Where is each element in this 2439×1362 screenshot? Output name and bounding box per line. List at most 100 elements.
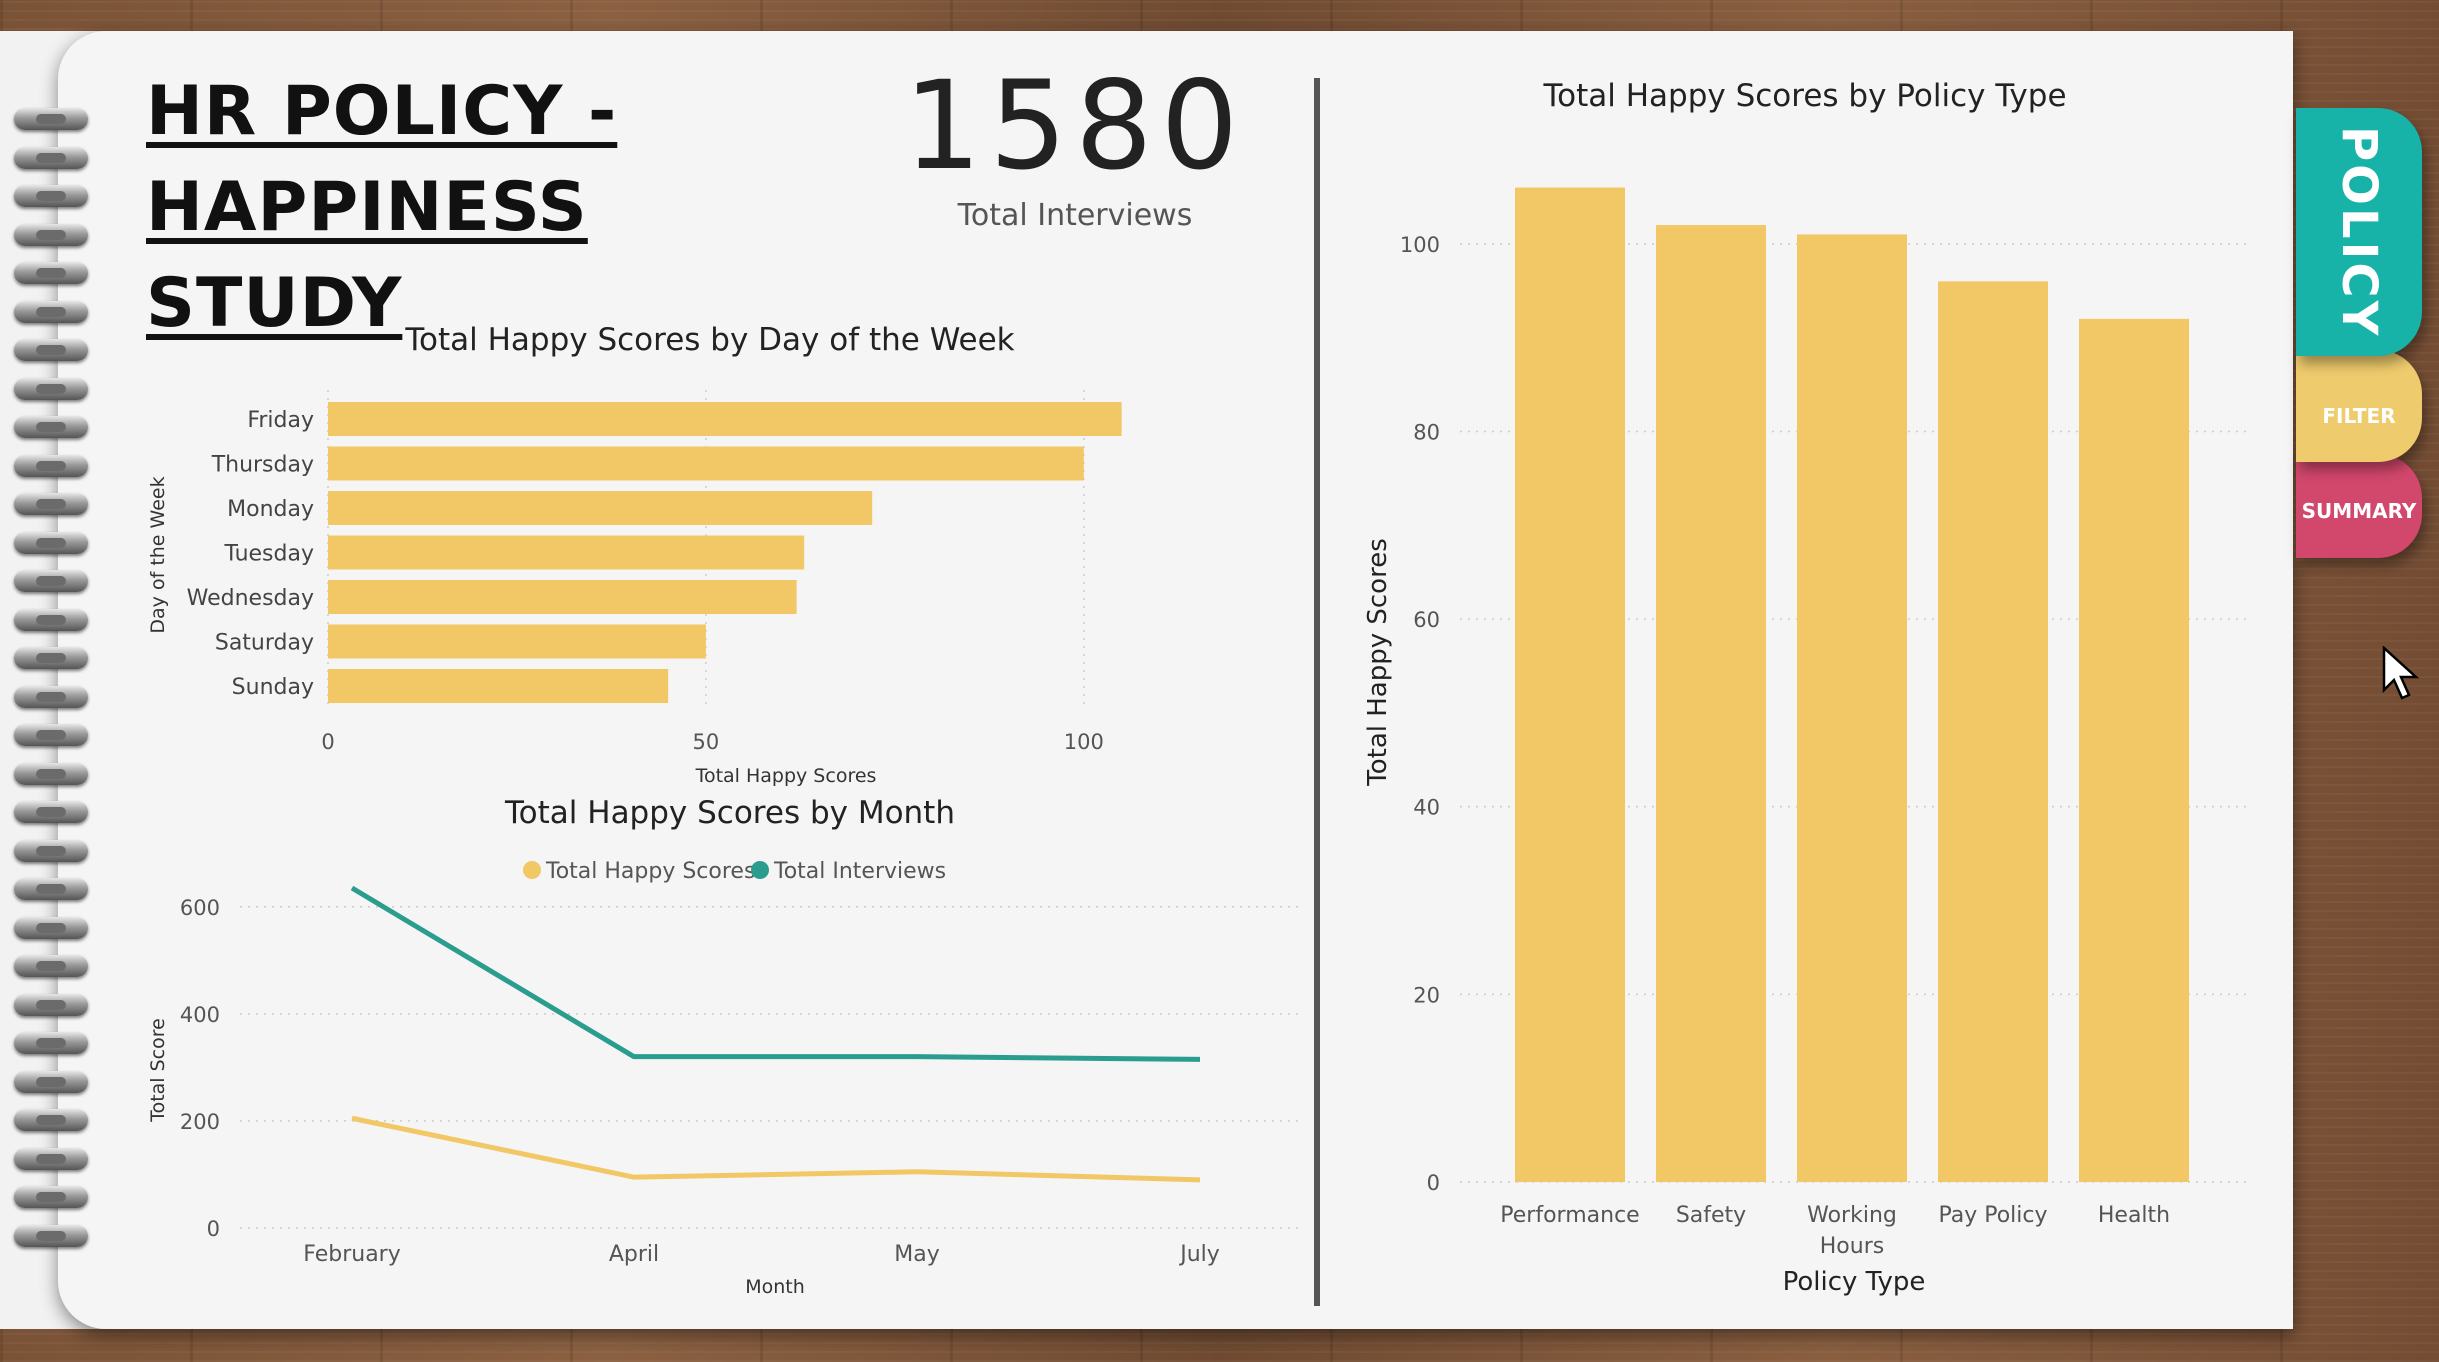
month-legend-label-interviews: Total Interviews <box>773 859 946 884</box>
day-chart-y-tick: Monday <box>227 497 314 522</box>
section-divider <box>1314 78 1320 1306</box>
spiral-ring <box>14 223 88 246</box>
spiral-ring <box>14 801 88 823</box>
tab-policy[interactable]: POLICY <box>2296 108 2422 356</box>
spiral-ring <box>14 608 88 631</box>
page-title-line-1: HR POLICY - <box>146 72 618 151</box>
spiral-ring <box>14 339 88 361</box>
month-chart-x-axis-title: Month <box>745 1276 805 1298</box>
spiral-ring <box>14 531 88 554</box>
tab-filter-label: FILTER <box>2322 404 2396 428</box>
spiral-ring <box>14 685 88 708</box>
spiral-ring <box>14 1147 88 1170</box>
month-chart-y-tick: 0 <box>207 1217 220 1241</box>
spiral-ring <box>14 454 88 477</box>
policy-chart-y-tick: 0 <box>1427 1171 1440 1195</box>
mouse-cursor-icon <box>2382 646 2420 700</box>
month-chart-x-tick: May <box>894 1242 939 1267</box>
page-title: HR POLICY - HAPPINESS STUDY <box>146 64 846 352</box>
kpi-total-interviews-value: 1580 <box>903 55 1247 197</box>
spiral-ring <box>14 1186 88 1208</box>
spiral-ring <box>14 1070 88 1093</box>
month-chart-y-tick: 200 <box>180 1110 220 1134</box>
month-chart-y-axis-title: Total Score <box>147 1018 169 1123</box>
day-chart-y-tick: Tuesday <box>223 542 314 567</box>
kpi-total-interviews-label: Total Interviews <box>957 198 1193 233</box>
month-chart-y-tick: 400 <box>180 1003 220 1027</box>
policy-chart-bar <box>2079 318 2189 1182</box>
spiral-ring <box>14 993 88 1016</box>
day-chart-bar <box>328 535 805 570</box>
day-chart-bar <box>328 624 706 659</box>
spiral-ring <box>14 839 88 862</box>
policy-chart-x-tick: Working Hours <box>1807 1203 1897 1259</box>
month-line-chart: Total Happy Scores Total Interviews 0 200 40… <box>147 859 1300 1298</box>
policy-chart-x-tick: Pay Policy <box>1938 1203 2047 1228</box>
spiral-ring <box>14 185 88 207</box>
month-legend-marker-interviews <box>751 861 769 879</box>
policy-chart-x-tick-line: Hours <box>1820 1234 1884 1259</box>
spiral-ring <box>14 916 88 939</box>
spiral-ring <box>14 377 88 400</box>
policy-chart-y-tick: 60 <box>1413 608 1440 632</box>
spiral-ring <box>14 1032 88 1054</box>
day-chart-y-axis-title: Day of the Week <box>147 476 169 633</box>
day-chart-bar <box>328 580 797 614</box>
policy-chart-y-tick: 100 <box>1400 233 1440 257</box>
day-chart-y-tick: Friday <box>247 408 314 433</box>
day-chart-x-axis-title: Total Happy Scores <box>695 765 877 787</box>
month-legend-label-happy: Total Happy Scores <box>545 859 755 884</box>
month-line-happy-scores <box>351 1115 1201 1183</box>
tab-policy-label: POLICY <box>2331 125 2387 339</box>
policy-chart-y-tick: 20 <box>1413 983 1440 1007</box>
policy-chart-bar <box>1938 281 2048 1182</box>
policy-chart-title: Total Happy Scores by Policy Type <box>1543 78 2067 114</box>
policy-chart-x-tick-line: Pay Policy <box>1938 1203 2047 1228</box>
spiral-ring <box>14 878 88 900</box>
policy-chart-x-tick-line: Performance <box>1500 1203 1639 1228</box>
spiral-ring <box>14 955 88 977</box>
day-chart-bar <box>328 402 1122 436</box>
day-chart-bar <box>328 446 1084 481</box>
policy-type-bar-chart: 0 20 40 60 80 100 Performance Safety Working Hour… <box>1363 187 2250 1297</box>
policy-chart-x-tick-line: Safety <box>1676 1203 1746 1228</box>
month-chart-x-tick: July <box>1178 1242 1220 1267</box>
policy-chart-x-tick: Health <box>2098 1203 2170 1228</box>
spiral-ring <box>14 493 88 515</box>
day-chart-y-tick: Saturday <box>215 631 314 656</box>
policy-chart-x-tick-line: Health <box>2098 1203 2170 1228</box>
day-chart-y-tick: Thursday <box>211 453 314 478</box>
spiral-ring <box>14 724 88 746</box>
tab-filter[interactable]: FILTER <box>2296 350 2422 462</box>
spiral-ring <box>14 300 88 323</box>
policy-chart-x-tick-line: Working <box>1807 1203 1897 1228</box>
tab-summary[interactable]: SUMMARY <box>2296 454 2422 558</box>
spiral-ring <box>14 416 88 438</box>
month-chart-title: Total Happy Scores by Month <box>505 795 955 831</box>
spiral-ring <box>14 262 88 284</box>
spiral-ring <box>14 146 88 169</box>
day-chart-bar <box>328 491 873 525</box>
day-chart-x-tick: 50 <box>693 730 720 754</box>
policy-chart-x-tick: Performance <box>1500 1203 1639 1228</box>
month-chart-x-tick: February <box>303 1242 401 1267</box>
spiral-ring <box>14 647 88 669</box>
spiral-ring <box>14 762 88 785</box>
day-of-week-bar-chart: 0 50 100 Friday Thursday Monday Tuesday Wednesd… <box>147 390 1122 787</box>
spiral-ring <box>14 108 88 130</box>
spiral-binding <box>14 108 94 1248</box>
day-chart-title: Total Happy Scores by Day of the Week <box>405 322 1015 358</box>
day-chart-y-tick: Sunday <box>232 675 314 700</box>
page-title-line-2: HAPPINESS STUDY <box>146 168 588 343</box>
day-chart-x-tick: 0 <box>321 730 334 754</box>
spiral-ring <box>14 1109 88 1131</box>
day-chart-x-tick: 100 <box>1064 730 1104 754</box>
policy-chart-bar <box>1797 234 1907 1182</box>
spiral-ring <box>14 1224 88 1247</box>
policy-chart-y-tick: 80 <box>1413 420 1440 444</box>
day-chart-bar <box>328 669 669 703</box>
month-legend-marker-happy <box>523 861 541 879</box>
policy-chart-bar <box>1656 225 1766 1182</box>
policy-chart-bar <box>1515 187 1625 1182</box>
policy-chart-x-tick: Safety <box>1676 1203 1746 1228</box>
